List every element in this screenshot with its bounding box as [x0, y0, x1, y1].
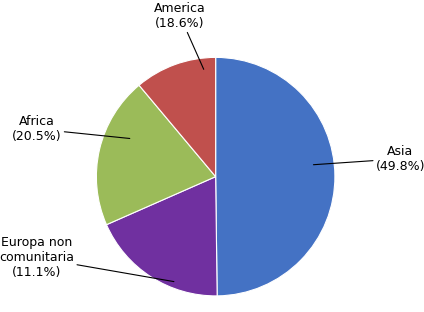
Wedge shape [216, 57, 335, 296]
Wedge shape [96, 85, 216, 225]
Wedge shape [106, 177, 217, 296]
Text: Asia
(49.8%): Asia (49.8%) [313, 145, 424, 173]
Text: Europa non
comunitaria
(11.1%): Europa non comunitaria (11.1%) [0, 236, 174, 282]
Text: Africa
(20.5%): Africa (20.5%) [12, 115, 130, 143]
Text: America
(18.6%): America (18.6%) [154, 2, 206, 69]
Wedge shape [139, 57, 216, 177]
